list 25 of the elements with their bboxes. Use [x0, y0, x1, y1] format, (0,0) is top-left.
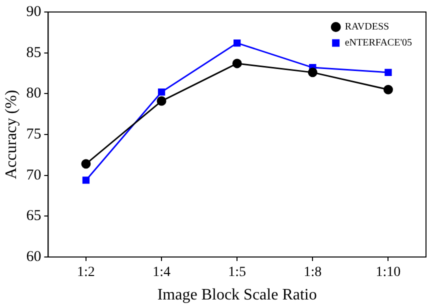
y-tick-label: 75: [26, 126, 42, 142]
legend-label: RAVDESS: [344, 22, 390, 33]
point: [383, 84, 393, 94]
y-tick-label: 65: [26, 208, 42, 224]
x-tick-label: 1:4: [152, 265, 170, 280]
point: [308, 68, 318, 78]
y-tick-label: 80: [26, 86, 42, 102]
point: [234, 39, 241, 47]
point: [232, 58, 242, 68]
point: [384, 68, 392, 76]
x-tick-label: 1:10: [376, 265, 401, 280]
x-tick-label: 1:5: [228, 265, 246, 280]
x-tick-label: 1:2: [77, 265, 95, 280]
x-axis-title: Image Block Scale Ratio: [157, 286, 317, 304]
y-tick-label: 60: [26, 248, 42, 265]
y-axis-title: Accuracy (%): [2, 90, 20, 180]
point: [81, 159, 91, 169]
y-tick-label: 90: [26, 4, 42, 20]
point: [158, 88, 166, 96]
point: [156, 96, 166, 106]
point: [82, 176, 90, 184]
y-tick-label: 70: [26, 167, 42, 184]
legend-label: eNTERFACE'05: [344, 38, 412, 49]
x-tick-label: 1:8: [304, 265, 322, 280]
y-tick-label: 85: [26, 44, 42, 61]
